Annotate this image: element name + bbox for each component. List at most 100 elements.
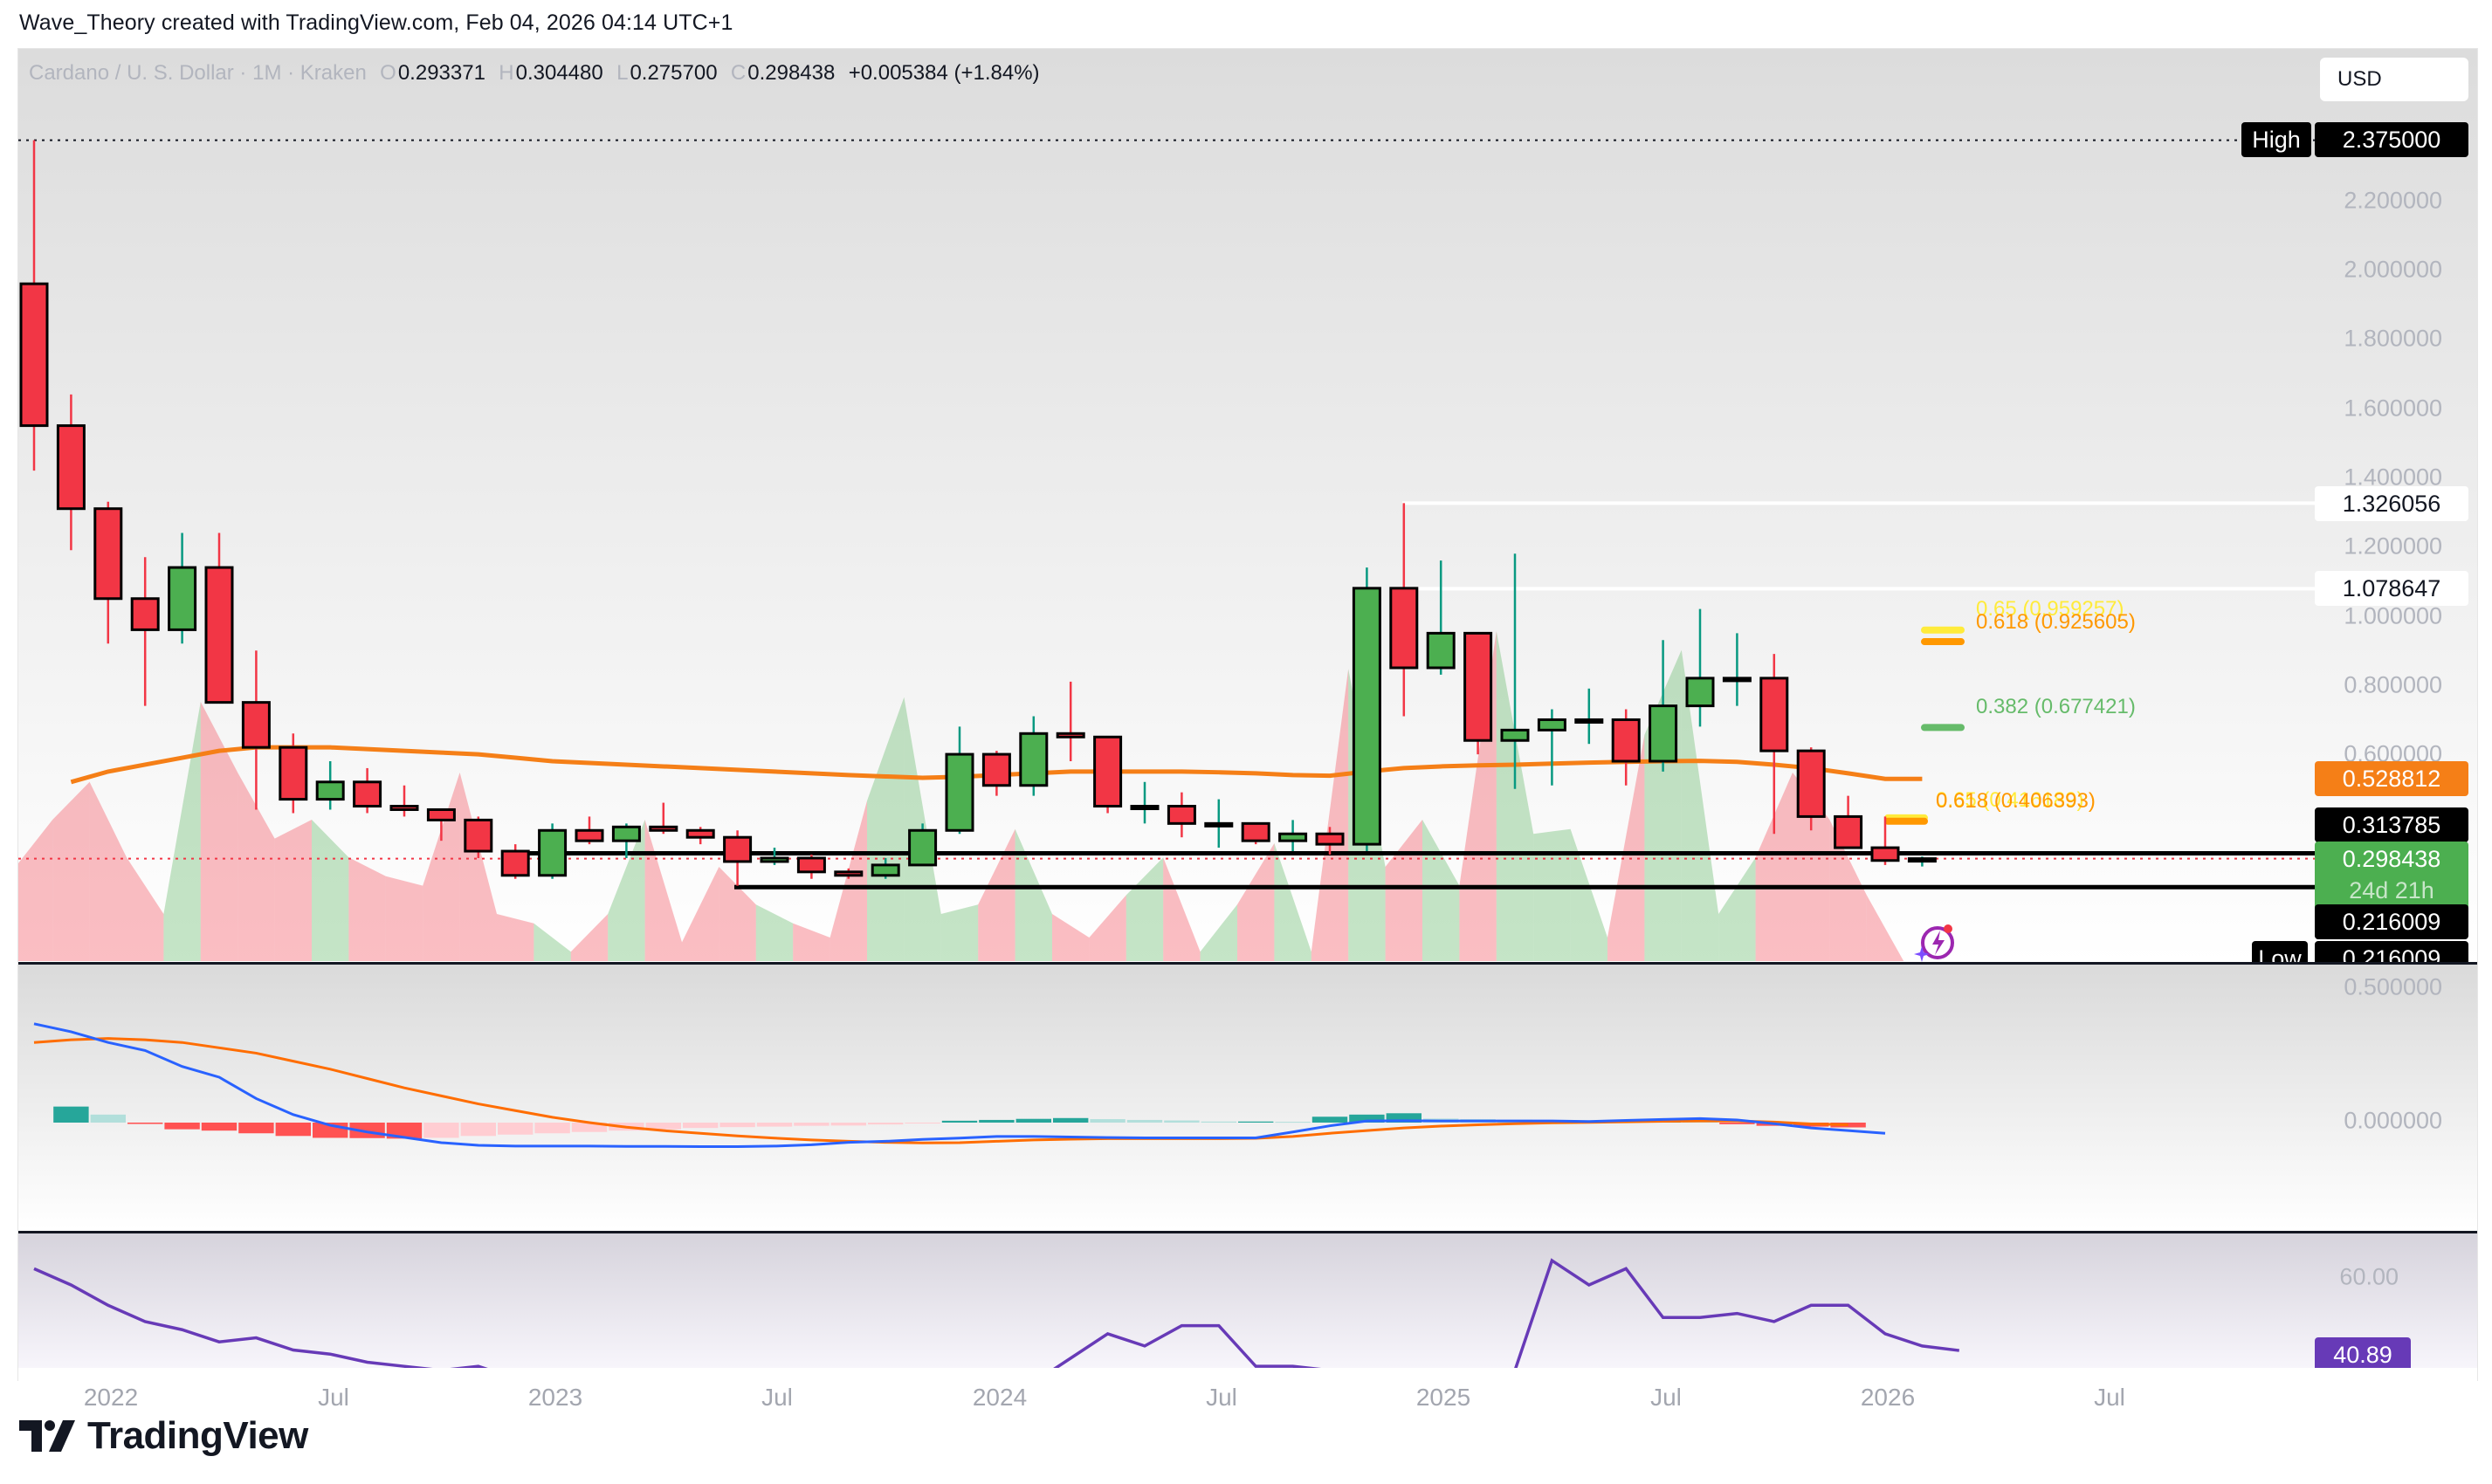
bar-countdown: 24d 21h	[2349, 877, 2434, 903]
bullish-candle[interactable]	[1019, 732, 1049, 787]
bearish-candle[interactable]	[723, 835, 753, 863]
bullish-candle[interactable]	[1722, 677, 1752, 683]
bearish-candle[interactable]	[1315, 832, 1345, 846]
rsi-pane[interactable]: 60.00 40.89	[18, 1233, 2477, 1368]
bearish-candle[interactable]	[1167, 805, 1196, 825]
volume-area-segment	[1607, 734, 1645, 961]
bullish-candle[interactable]	[1649, 704, 1678, 763]
volume-area-segment	[1793, 773, 1830, 961]
time-axis[interactable]: 2022 Jul 2023 Jul 2024 Jul 2025 Jul 2026…	[18, 1368, 2477, 1427]
macd-pane[interactable]: 0.500000 0.000000	[18, 965, 2477, 1230]
volume-area-segment	[534, 923, 571, 961]
bullish-candle[interactable]	[871, 863, 900, 877]
bullish-candle[interactable]	[1352, 587, 1381, 846]
time-tick: 2025	[1415, 1384, 1471, 1411]
bullish-candle[interactable]	[945, 752, 974, 832]
bearish-candle[interactable]	[1759, 677, 1789, 752]
pane-separator[interactable]	[18, 962, 2477, 965]
bearish-candle[interactable]	[279, 745, 308, 801]
assistant-lightning-icon[interactable]	[1913, 922, 1957, 962]
volume-area-segment	[497, 914, 534, 961]
bullish-candle[interactable]	[1500, 728, 1530, 742]
bearish-candle[interactable]	[649, 825, 678, 832]
support-upper-label: 0.313785	[2315, 807, 2468, 842]
macd-histogram-bar	[1349, 1114, 1385, 1123]
bearish-candle[interactable]	[1241, 821, 1270, 842]
bearish-candle[interactable]	[204, 566, 234, 704]
bullish-candle[interactable]	[611, 825, 641, 842]
bullish-candle[interactable]	[538, 828, 568, 877]
volume-area-segment	[459, 773, 497, 961]
bearish-candle[interactable]	[500, 849, 530, 877]
rsi-line[interactable]	[33, 1258, 1960, 1368]
bullish-candle[interactable]	[1685, 677, 1715, 708]
bullish-candle[interactable]	[1278, 832, 1308, 842]
volume-area-segment	[1163, 857, 1201, 961]
currency-button[interactable]: USD	[2320, 58, 2468, 101]
macd-canvas[interactable]	[18, 965, 2477, 1230]
bearish-candle[interactable]	[389, 805, 419, 811]
bearish-candle[interactable]	[1093, 735, 1123, 808]
bullish-candle[interactable]	[1426, 631, 1456, 670]
volume-area-segment	[200, 702, 238, 961]
high-label: H	[499, 61, 514, 85]
bearish-candle[interactable]	[241, 701, 271, 749]
macd-histogram-bar	[1275, 1122, 1311, 1123]
bearish-candle[interactable]	[1796, 749, 1826, 818]
macd-histogram-bar	[534, 1123, 570, 1134]
bullish-candle[interactable]	[1130, 805, 1160, 811]
bearish-candle[interactable]	[353, 780, 382, 808]
macd-histogram-bar	[53, 1106, 89, 1123]
bearish-candle[interactable]	[575, 828, 604, 842]
bearish-candle[interactable]	[464, 818, 493, 853]
bullish-candle[interactable]	[760, 856, 789, 863]
bearish-candle[interactable]	[1870, 846, 1900, 862]
bearish-candle[interactable]	[1611, 718, 1641, 763]
bearish-candle[interactable]	[1834, 814, 1863, 849]
bearish-candle[interactable]	[426, 807, 456, 821]
bullish-candle[interactable]	[908, 828, 938, 867]
bearish-candle[interactable]	[19, 282, 49, 428]
macd-signal-line[interactable]	[33, 1037, 1848, 1144]
bearish-candle[interactable]	[796, 856, 826, 874]
volume-area-segment	[867, 697, 905, 961]
rsi-canvas[interactable]	[18, 1233, 2477, 1368]
tradingview-logo-text: TradingView	[87, 1414, 308, 1457]
bearish-candle[interactable]	[56, 424, 86, 511]
bearish-candle[interactable]	[981, 752, 1011, 787]
volume-area-segment	[719, 867, 756, 961]
bearish-candle[interactable]	[834, 870, 864, 877]
bearish-candle[interactable]	[1056, 732, 1085, 739]
rsi-value-label: 40.89	[2315, 1337, 2411, 1368]
bearish-candle[interactable]	[93, 507, 123, 601]
bearish-candle[interactable]	[1463, 631, 1493, 742]
symbol-name[interactable]: Cardano / U. S. Dollar · 1M · Kraken	[29, 61, 367, 85]
bearish-candle[interactable]	[1389, 587, 1419, 670]
price-chart-canvas[interactable]	[18, 49, 2477, 963]
bullish-candle[interactable]	[1537, 718, 1566, 732]
pane-separator[interactable]	[18, 1231, 2477, 1233]
macd-histogram-bar	[1015, 1118, 1051, 1123]
bullish-candle[interactable]	[1204, 821, 1234, 828]
price-pane[interactable]: Cardano / U. S. Dollar · 1M · Kraken O0.…	[18, 49, 2477, 963]
bullish-candle[interactable]	[315, 780, 345, 801]
macd-histogram-bar	[1719, 1123, 1755, 1124]
macd-histogram-bar	[275, 1123, 311, 1137]
macd-histogram-bar	[868, 1123, 904, 1125]
volume-area-segment	[385, 876, 423, 961]
macd-histogram-bar	[571, 1123, 608, 1132]
price-tick: 1.400000	[2344, 464, 2442, 491]
bearish-candle[interactable]	[130, 597, 160, 631]
macd-tick: 0.000000	[2344, 1107, 2442, 1134]
bullish-candle[interactable]	[168, 566, 197, 631]
bullish-candle[interactable]	[1907, 857, 1937, 863]
tradingview-logo: TradingView	[19, 1414, 308, 1458]
low-label: L	[616, 61, 629, 85]
volume-area-segment	[1718, 857, 1756, 961]
bullish-candle[interactable]	[1574, 718, 1604, 724]
low-marker-label: Low	[2252, 941, 2308, 963]
bearish-candle[interactable]	[685, 828, 715, 839]
price-tick: 1.600000	[2344, 395, 2442, 422]
macd-line[interactable]	[33, 1022, 1886, 1149]
price-tick: 1.800000	[2344, 325, 2442, 352]
